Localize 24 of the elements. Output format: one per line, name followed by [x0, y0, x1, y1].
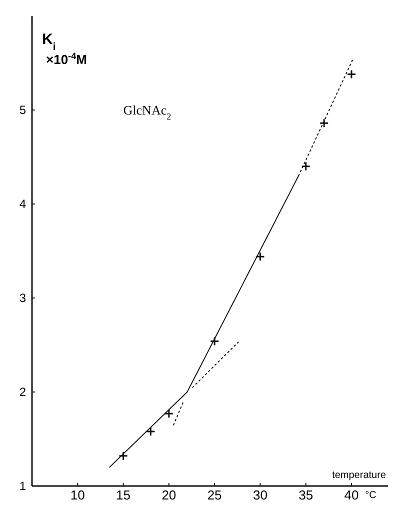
- point: [301, 162, 311, 172]
- point: [164, 408, 174, 418]
- x-tick-label: 15: [116, 487, 131, 502]
- x-tick-label: 40: [344, 487, 359, 502]
- x-tick-label: 20: [162, 487, 176, 502]
- x-tick-label: 30: [252, 487, 268, 502]
- point: [118, 451, 128, 461]
- point: [255, 252, 265, 262]
- x-tick-label: 25: [207, 487, 222, 502]
- y-tick-label: 4: [19, 197, 26, 212]
- y-axis-title: K$_{i}$ ×10$^{-4}$M: [42, 31, 87, 67]
- point: [146, 426, 156, 436]
- x-axis-title: temperature: [332, 470, 386, 481]
- point: [319, 118, 329, 128]
- point: [346, 70, 356, 80]
- text: °C: [365, 490, 376, 501]
- y-tick-label: 2: [19, 385, 26, 400]
- y-tick-label: 5: [19, 103, 26, 118]
- x-tick-label: 10: [70, 487, 85, 502]
- y-tick-label: 3: [19, 291, 26, 306]
- annotation: GlcNAc$_{2}$: [123, 102, 172, 122]
- y-tick-label: 1: [19, 479, 26, 494]
- x-tick-label: 35: [298, 487, 314, 502]
- point: [210, 336, 220, 346]
